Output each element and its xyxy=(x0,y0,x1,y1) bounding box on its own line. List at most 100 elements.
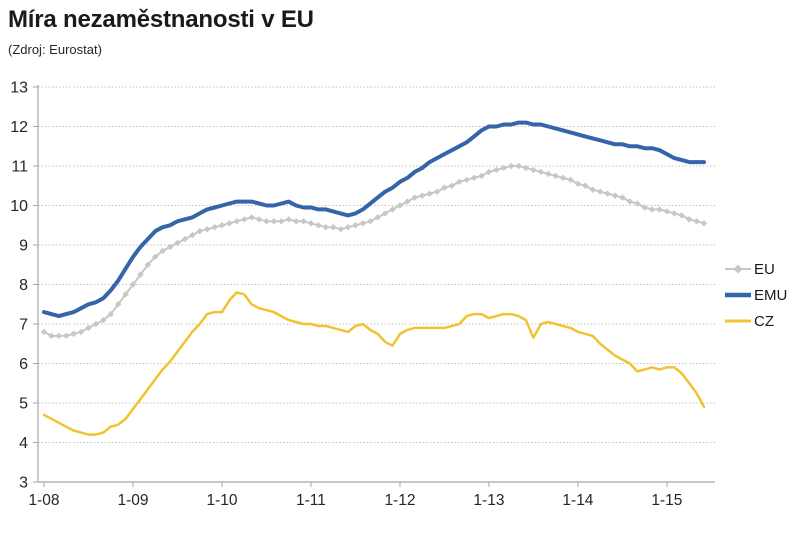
x-tick-label: 1-15 xyxy=(651,492,682,509)
eu-marker xyxy=(40,328,48,336)
eu-marker xyxy=(515,162,522,170)
y-tick-label: 8 xyxy=(19,277,28,294)
y-tick-label: 3 xyxy=(19,475,28,492)
eu-marker xyxy=(196,227,203,235)
eu-marker xyxy=(604,190,611,197)
eu-marker xyxy=(596,188,604,195)
eu-marker xyxy=(248,214,255,221)
y-tick-label: 9 xyxy=(19,238,28,255)
eu-marker xyxy=(315,222,322,229)
y-tick-label: 6 xyxy=(19,356,28,373)
eu-marker xyxy=(582,182,589,189)
eu-marker xyxy=(263,218,270,225)
eu-marker xyxy=(174,239,181,247)
eu-marker xyxy=(77,328,85,336)
eu-marker xyxy=(678,212,685,219)
emu-legend-marker-icon xyxy=(725,292,751,298)
eu-marker xyxy=(567,176,574,184)
eu-marker xyxy=(426,190,433,197)
eu-marker xyxy=(181,235,189,243)
eu-legend-marker-icon xyxy=(725,264,751,274)
eu-marker xyxy=(500,164,507,172)
legend-label-cz: CZ xyxy=(754,312,774,330)
legend-item-cz: CZ xyxy=(724,308,787,334)
eu-marker xyxy=(330,224,337,231)
eu-marker xyxy=(522,164,530,172)
eu-marker xyxy=(478,172,485,180)
eu-marker xyxy=(144,261,152,268)
eu-marker xyxy=(663,208,671,215)
eu-marker xyxy=(611,192,619,199)
chart-source-subtitle: (Zdroj: Eurostat) xyxy=(8,42,102,57)
eu-marker xyxy=(337,226,344,233)
legend-label-eu: EU xyxy=(754,260,775,278)
eu-marker xyxy=(70,330,77,338)
emu-line xyxy=(42,120,706,319)
eu-marker xyxy=(485,168,493,176)
legend-item-emu: EMU xyxy=(724,282,787,308)
eu-marker xyxy=(389,206,396,213)
eu-marker xyxy=(233,218,241,225)
eu-marker xyxy=(619,194,626,201)
eu-marker xyxy=(589,186,596,193)
eu-marker xyxy=(278,218,285,225)
eu-marker xyxy=(641,204,648,211)
eu-marker xyxy=(322,224,329,231)
eu-marker xyxy=(530,166,537,174)
eu-marker xyxy=(671,210,678,217)
eu-marker xyxy=(203,226,211,233)
eu-marker xyxy=(114,301,122,308)
eu-marker xyxy=(441,184,448,191)
legend-item-eu: EU xyxy=(724,256,787,282)
eu-marker xyxy=(507,162,515,170)
eu-marker xyxy=(411,194,418,201)
eu-marker xyxy=(218,222,226,229)
eu-marker xyxy=(211,224,218,231)
x-tick-label: 1-12 xyxy=(384,492,415,509)
eu-marker xyxy=(448,182,456,189)
eu-marker xyxy=(241,216,248,223)
eu-marker xyxy=(381,210,389,217)
eu-marker xyxy=(700,220,708,227)
eu-marker xyxy=(92,320,100,328)
eu-marker xyxy=(344,224,352,231)
eu-marker xyxy=(463,176,470,184)
eu-marker xyxy=(122,291,129,298)
eu-marker xyxy=(307,220,315,227)
y-tick-label: 12 xyxy=(10,119,28,136)
y-tick-label: 7 xyxy=(19,317,28,334)
eu-marker xyxy=(100,316,107,324)
x-tick-label: 1-13 xyxy=(473,492,504,509)
y-tick-label: 10 xyxy=(10,198,28,215)
chart-legend: EU EMU CZ xyxy=(724,256,787,334)
eu-marker xyxy=(574,180,582,187)
eu-line xyxy=(43,165,705,337)
y-tick-label: 5 xyxy=(19,396,28,413)
eu-marker xyxy=(359,220,367,227)
eu-marker xyxy=(55,332,63,340)
eu-marker xyxy=(656,206,663,213)
legend-label-emu: EMU xyxy=(754,286,788,304)
eu-marker xyxy=(63,332,70,340)
y-tick-label: 13 xyxy=(10,80,28,97)
cz-line xyxy=(42,291,706,436)
eu-marker xyxy=(285,216,292,223)
x-tick-label: 1-11 xyxy=(296,492,326,509)
eu-marker xyxy=(48,332,55,340)
x-tick-label: 1-09 xyxy=(117,492,148,509)
eu-marker xyxy=(626,198,634,205)
eu-marker xyxy=(456,178,463,185)
eu-marker xyxy=(352,222,359,229)
eu-marker xyxy=(300,218,307,225)
eu-marker xyxy=(552,172,559,180)
eu-marker xyxy=(374,214,381,221)
x-tick-label: 1-08 xyxy=(28,492,59,509)
eu-marker xyxy=(152,253,159,261)
eu-marker xyxy=(226,220,233,227)
eu-marker xyxy=(129,281,137,288)
eu-marker xyxy=(685,216,693,223)
eu-marker xyxy=(159,247,166,255)
eu-marker xyxy=(396,202,404,209)
y-tick-label: 4 xyxy=(19,435,28,452)
